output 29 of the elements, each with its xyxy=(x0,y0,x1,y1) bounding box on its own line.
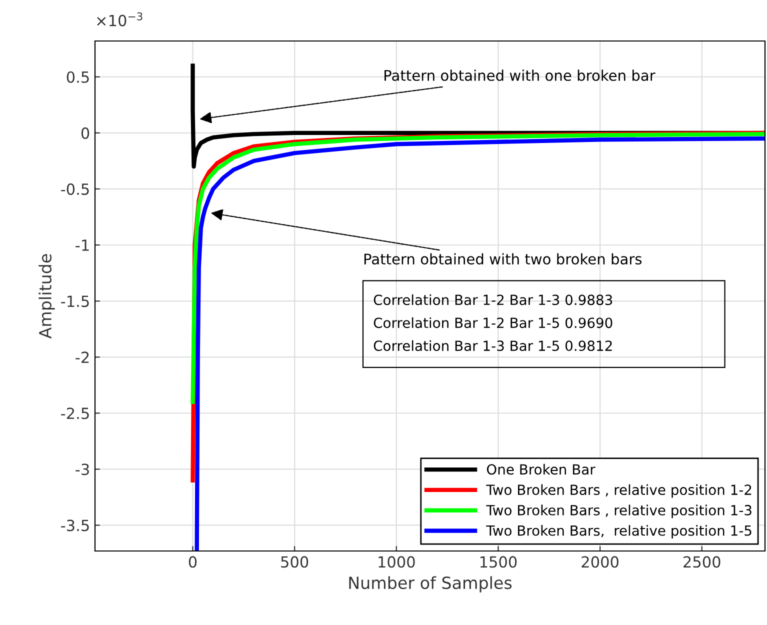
y-tick-label: -0.5 xyxy=(61,183,89,195)
y-tick-label: -3.5 xyxy=(61,520,89,532)
text: ×10$^{−3}$ xyxy=(97,12,142,26)
y-tick-label: -1.5 xyxy=(61,296,89,308)
y-axis-title: Amplitude xyxy=(38,254,55,339)
x-tick-label: 500 xyxy=(281,556,308,568)
annotation: Pattern obtained with one broken bar xyxy=(384,70,656,81)
x-tick-label: 1000 xyxy=(378,556,415,568)
x-tick-label: 0 xyxy=(188,556,197,568)
annotation: Correlation Bar 1-2 Bar 1-5 0.9690 xyxy=(374,317,612,328)
annotation: Correlation Bar 1-3 Bar 1-5 0.9812 xyxy=(374,340,612,352)
y-tick-label: -1 xyxy=(76,240,89,251)
legend-label: Two Broken Bars , relative position 1-3 xyxy=(486,504,752,518)
annotation: Pattern obtained with two broken bars xyxy=(364,253,642,265)
x-axis-title: Number of Samples xyxy=(349,576,512,592)
line-series xyxy=(194,136,765,551)
y-tick-label: -3 xyxy=(76,464,89,476)
x-tick-label: 2500 xyxy=(684,556,720,568)
x-tick-label: 2000 xyxy=(582,556,618,568)
y-tick-label: 0.5 xyxy=(66,71,89,83)
y-tick-label: -2 xyxy=(76,352,89,363)
x-tick-label: 1500 xyxy=(480,556,517,568)
legend-label: One Broken Bar xyxy=(486,464,596,475)
annotation: Correlation Bar 1-2 Bar 1-3 0.9883 xyxy=(374,294,612,306)
y-tick-label: 0 xyxy=(81,127,90,139)
legend-label: Two Broken Bars , relative position 1-2 xyxy=(486,484,752,498)
line-series xyxy=(190,132,765,404)
legend-label: Two Broken Bars, relative position 1-5 xyxy=(486,525,752,538)
y-tick-label: -2.5 xyxy=(61,408,89,420)
